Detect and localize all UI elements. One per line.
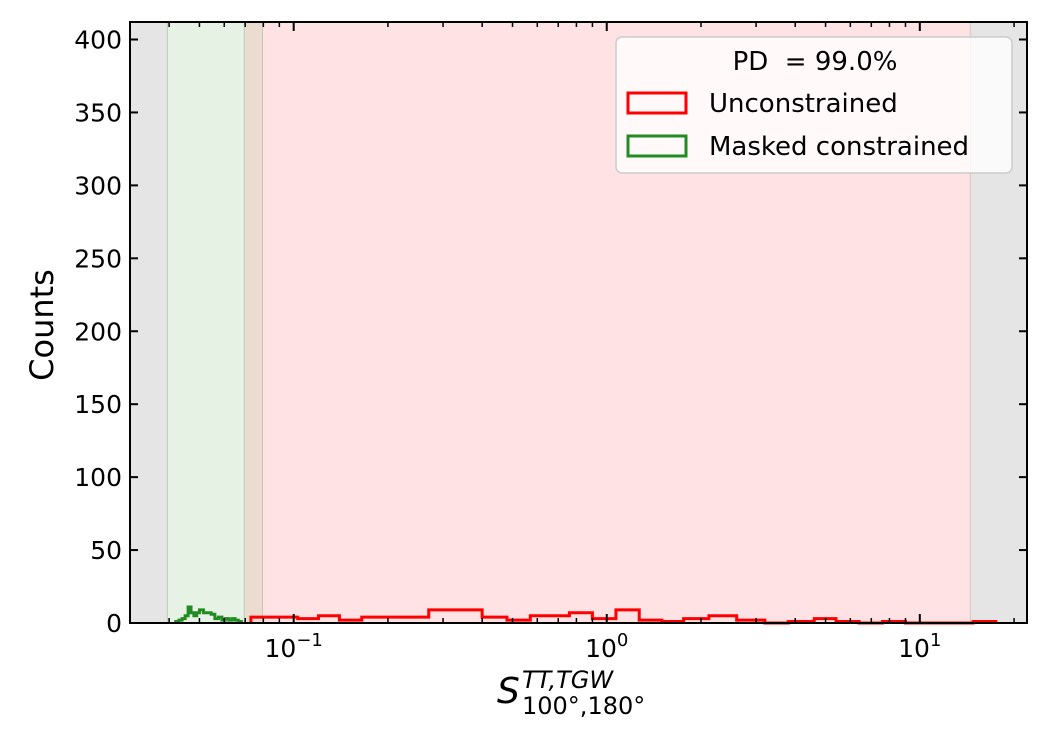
x-axis-title-subscript: 100°,180° bbox=[522, 692, 645, 720]
y-tick-label: 400 bbox=[74, 26, 122, 55]
x-tick-label: 100 bbox=[585, 630, 628, 663]
legend: PD = 99.0% Unconstrained Masked constrai… bbox=[615, 36, 1013, 174]
legend-title: PD = 99.0% bbox=[733, 47, 898, 77]
legend-swatch-unconstrained bbox=[626, 91, 688, 115]
y-tick-label: 250 bbox=[74, 244, 122, 273]
y-tick-label: 350 bbox=[74, 98, 122, 127]
x-axis-title-superscript: TT,TGW bbox=[522, 666, 614, 694]
x-tick-label: 10−1 bbox=[265, 630, 323, 663]
y-tick-label: 100 bbox=[74, 463, 122, 492]
legend-swatch-masked-constrained bbox=[626, 134, 688, 158]
x-tick-label: 101 bbox=[898, 630, 941, 663]
region-constrained-region bbox=[167, 22, 245, 623]
legend-label-masked-constrained: Masked constrained bbox=[709, 132, 969, 162]
y-tick-label: 50 bbox=[90, 536, 122, 565]
y-tick-label: 300 bbox=[74, 171, 122, 200]
y-tick-label: 200 bbox=[74, 317, 122, 346]
legend-box bbox=[615, 36, 1013, 174]
y-tick-label: 150 bbox=[74, 390, 122, 419]
region-excluded-low bbox=[130, 22, 168, 623]
legend-label-unconstrained: Unconstrained bbox=[709, 89, 898, 119]
y-axis-title: Counts bbox=[23, 269, 61, 381]
axis-ticks: 0 50 100 150 200 250 300 350 400 10−1 100 101 bbox=[74, 22, 1027, 663]
x-axis-title-base: S bbox=[497, 671, 520, 712]
x-axis-title: S TT,TGW 100°,180° bbox=[497, 666, 645, 720]
plot-frame bbox=[129, 21, 1028, 624]
series-masked-constrained-outline bbox=[174, 605, 243, 624]
y-tick-label: 0 bbox=[106, 609, 122, 638]
region-overlap-region bbox=[244, 22, 263, 623]
